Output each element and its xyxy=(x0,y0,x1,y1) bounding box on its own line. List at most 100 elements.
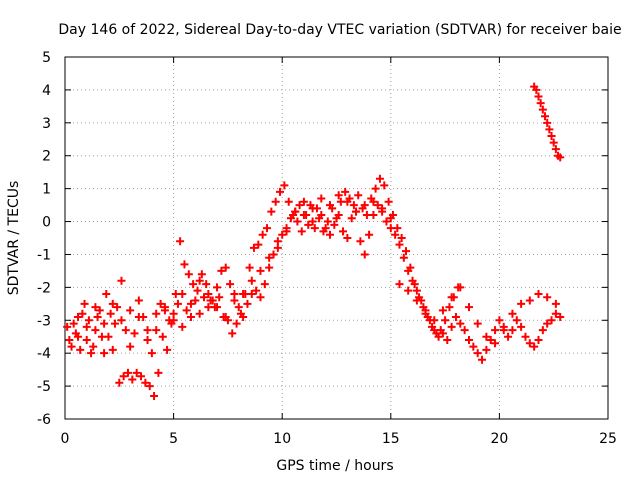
data-point-trace-a xyxy=(150,391,159,400)
data-point-trace-d xyxy=(545,125,554,134)
data-point-trace-c xyxy=(551,299,560,308)
data-point-trace-b xyxy=(317,210,326,219)
x-tick-label: 25 xyxy=(599,431,617,447)
data-point-trace-b xyxy=(208,296,217,305)
data-point-trace-c xyxy=(412,296,421,305)
data-point-trace-b xyxy=(152,326,161,335)
data-point-trace-b xyxy=(451,312,460,321)
data-point-trace-a xyxy=(141,378,150,387)
data-point-trace-a xyxy=(215,293,224,302)
data-point-trace-c xyxy=(438,306,447,315)
data-point-trace-b xyxy=(547,316,556,325)
data-point-trace-a xyxy=(397,234,406,242)
data-point-trace-b xyxy=(74,332,83,341)
data-point-trace-c xyxy=(117,316,126,325)
data-point-trace-d xyxy=(551,145,560,154)
data-point-trace-b xyxy=(434,332,443,341)
data-point-trace-b xyxy=(239,312,248,321)
x-tick-label: 10 xyxy=(273,431,291,447)
data-point-trace-b xyxy=(334,210,343,219)
data-point-trace-a xyxy=(128,375,137,384)
data-point-trace-a xyxy=(102,289,111,298)
data-point-trace-a xyxy=(245,263,254,272)
data-point-trace-a xyxy=(176,237,185,246)
data-point-trace-a xyxy=(106,309,115,318)
data-point-trace-c xyxy=(543,293,552,302)
data-point-trace-a xyxy=(115,378,124,387)
data-point-trace-a xyxy=(254,240,263,249)
data-point-trace-a xyxy=(158,332,167,341)
data-point-trace-b xyxy=(360,250,369,259)
data-point-trace-b xyxy=(521,332,530,341)
data-point-trace-a xyxy=(371,184,380,193)
data-point-trace-c xyxy=(430,316,439,325)
data-point-trace-b xyxy=(226,280,235,289)
data-point-trace-c xyxy=(204,289,213,298)
data-point-trace-b xyxy=(243,299,252,308)
data-point-trace-c xyxy=(508,309,517,318)
data-point-trace-b xyxy=(325,230,334,239)
data-point-trace-b xyxy=(486,336,495,345)
data-point-trace-b xyxy=(356,237,365,246)
y-tick-label: 2 xyxy=(42,149,51,165)
data-point-trace-b xyxy=(482,345,491,354)
data-point-trace-c xyxy=(152,309,161,318)
data-point-trace-b xyxy=(321,224,330,233)
data-point-trace-a xyxy=(262,224,271,233)
data-point-trace-c xyxy=(221,312,230,321)
data-point-trace-b xyxy=(286,214,295,223)
data-point-trace-c xyxy=(517,299,526,308)
data-point-trace-b xyxy=(178,289,187,298)
data-point-trace-b xyxy=(82,336,91,345)
data-point-trace-c xyxy=(499,326,508,335)
data-point-trace-b xyxy=(299,210,308,219)
data-point-trace-a xyxy=(276,187,285,196)
data-point-trace-a xyxy=(341,187,350,196)
data-point-trace-c xyxy=(464,303,473,312)
data-point-trace-a xyxy=(249,243,258,252)
data-point-trace-a xyxy=(284,197,293,206)
data-point-trace-b xyxy=(173,299,182,308)
y-tick-label: -3 xyxy=(37,313,51,329)
data-point-trace-a xyxy=(441,316,450,325)
data-point-trace-a xyxy=(297,227,306,236)
data-point-trace-c xyxy=(230,296,239,305)
data-point-trace-c xyxy=(447,293,456,302)
data-point-trace-c xyxy=(308,204,317,213)
data-point-trace-b xyxy=(404,266,413,275)
data-point-trace-b xyxy=(108,345,117,354)
data-point-trace-a xyxy=(267,207,276,216)
data-point-trace-a xyxy=(145,382,154,391)
data-point-trace-a xyxy=(132,368,141,377)
data-point-trace-c xyxy=(395,280,404,289)
data-point-trace-d xyxy=(547,131,556,140)
data-point-trace-b xyxy=(438,329,447,338)
data-point-trace-c xyxy=(282,227,291,236)
data-point-trace-a xyxy=(310,224,319,233)
data-point-trace-c xyxy=(108,299,117,308)
data-point-trace-b xyxy=(134,296,143,305)
x-tick-label: 20 xyxy=(490,431,508,447)
data-point-trace-c xyxy=(491,339,500,348)
data-point-trace-b xyxy=(443,336,452,345)
data-point-trace-b xyxy=(469,342,478,351)
data-point-trace-b xyxy=(260,280,269,289)
data-point-trace-b xyxy=(126,342,135,351)
data-point-trace-d xyxy=(541,112,550,121)
data-point-trace-b xyxy=(530,342,539,351)
data-point-trace-b xyxy=(556,312,565,321)
data-point-trace-b xyxy=(330,220,339,229)
data-point-trace-c xyxy=(273,243,282,252)
data-point-trace-b xyxy=(408,276,417,285)
data-point-trace-a xyxy=(323,217,332,226)
data-point-trace-c xyxy=(82,322,91,331)
data-point-trace-b xyxy=(551,309,560,318)
data-point-trace-b xyxy=(391,230,400,239)
data-point-trace-c xyxy=(334,191,343,200)
data-point-trace-b xyxy=(256,293,265,302)
data-point-trace-b xyxy=(343,234,352,242)
data-point-trace-d xyxy=(536,99,545,108)
data-point-trace-b xyxy=(386,224,395,233)
data-point-trace-c xyxy=(160,303,169,312)
